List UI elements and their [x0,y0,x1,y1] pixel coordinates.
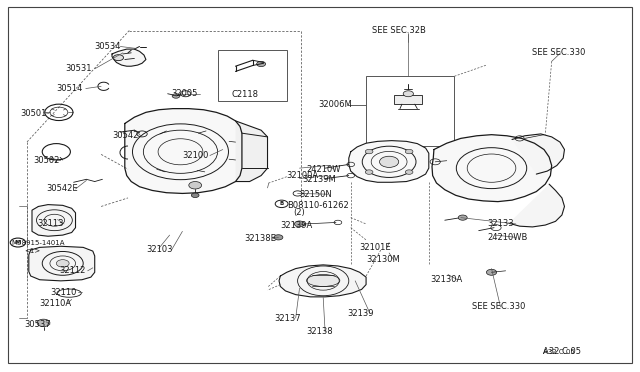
Text: 32110A: 32110A [40,299,72,308]
Text: SEE SEC.330: SEE SEC.330 [532,48,586,57]
Polygon shape [349,141,429,182]
Text: 32138E: 32138E [244,234,276,243]
Text: 30501: 30501 [20,109,47,118]
Circle shape [275,200,288,208]
Text: 32006M: 32006M [319,100,353,109]
Circle shape [189,182,202,189]
Text: 32139A: 32139A [280,221,312,230]
Text: 32113: 32113 [37,219,63,228]
Circle shape [380,156,399,167]
Circle shape [257,61,266,67]
Text: 32005: 32005 [172,89,198,98]
Text: M08915-1401A: M08915-1401A [12,240,65,246]
Text: 24210W: 24210W [306,165,340,174]
Text: A32 C.05: A32 C.05 [543,349,575,355]
Text: 32130A: 32130A [430,275,462,284]
Circle shape [365,149,373,154]
Polygon shape [509,184,564,227]
Circle shape [405,149,413,154]
Text: C2118: C2118 [232,90,259,99]
Bar [218,50,287,101]
Circle shape [405,170,413,174]
Text: 32130M: 32130M [366,255,400,264]
Text: 32133: 32133 [488,219,515,228]
Circle shape [37,319,50,327]
Text: 30537: 30537 [24,320,51,329]
Text: 32139: 32139 [347,309,373,318]
Text: 30534: 30534 [95,42,121,51]
Text: B: B [280,201,284,206]
Text: 30502: 30502 [33,156,60,165]
Text: 24210WB: 24210WB [488,233,528,242]
Text: 32138: 32138 [306,327,333,336]
Text: 32139M: 32139M [302,175,336,184]
Text: M: M [15,240,21,245]
Text: 32101E: 32101E [360,243,391,252]
Polygon shape [432,135,552,202]
Circle shape [403,91,413,97]
Ellipse shape [307,275,340,286]
Bar [394,95,422,104]
Text: 32103: 32103 [146,246,172,254]
Text: 32100: 32100 [182,151,209,160]
Circle shape [274,235,283,240]
Circle shape [56,260,69,267]
Text: 30542E: 30542E [46,185,77,193]
Polygon shape [29,246,95,281]
Circle shape [294,221,305,227]
Text: A32 C.05: A32 C.05 [543,347,580,356]
Text: (2): (2) [293,208,305,217]
Circle shape [458,215,467,220]
Text: 30531: 30531 [65,64,92,73]
Circle shape [365,170,373,174]
Polygon shape [112,49,146,66]
Text: SEE SEC.330: SEE SEC.330 [472,302,525,311]
Text: 30514: 30514 [56,84,83,93]
Bar [366,76,454,146]
Polygon shape [125,109,242,193]
Polygon shape [279,265,366,297]
Text: 32150N: 32150N [300,190,332,199]
Circle shape [172,94,180,98]
Polygon shape [236,121,268,182]
Text: 32110: 32110 [50,288,76,296]
Text: 32100A: 32100A [287,171,319,180]
Circle shape [113,55,124,61]
Text: SEE SEC.32B: SEE SEC.32B [372,26,426,35]
Polygon shape [32,205,76,236]
Circle shape [191,193,199,198]
Text: 32112: 32112 [59,266,85,275]
Text: B08110-61262: B08110-61262 [287,201,348,210]
Text: 32137: 32137 [274,314,301,323]
Text: <1>: <1> [24,248,40,254]
Circle shape [10,238,26,247]
Circle shape [486,269,497,275]
Polygon shape [512,134,564,174]
Text: 30542: 30542 [112,131,138,140]
